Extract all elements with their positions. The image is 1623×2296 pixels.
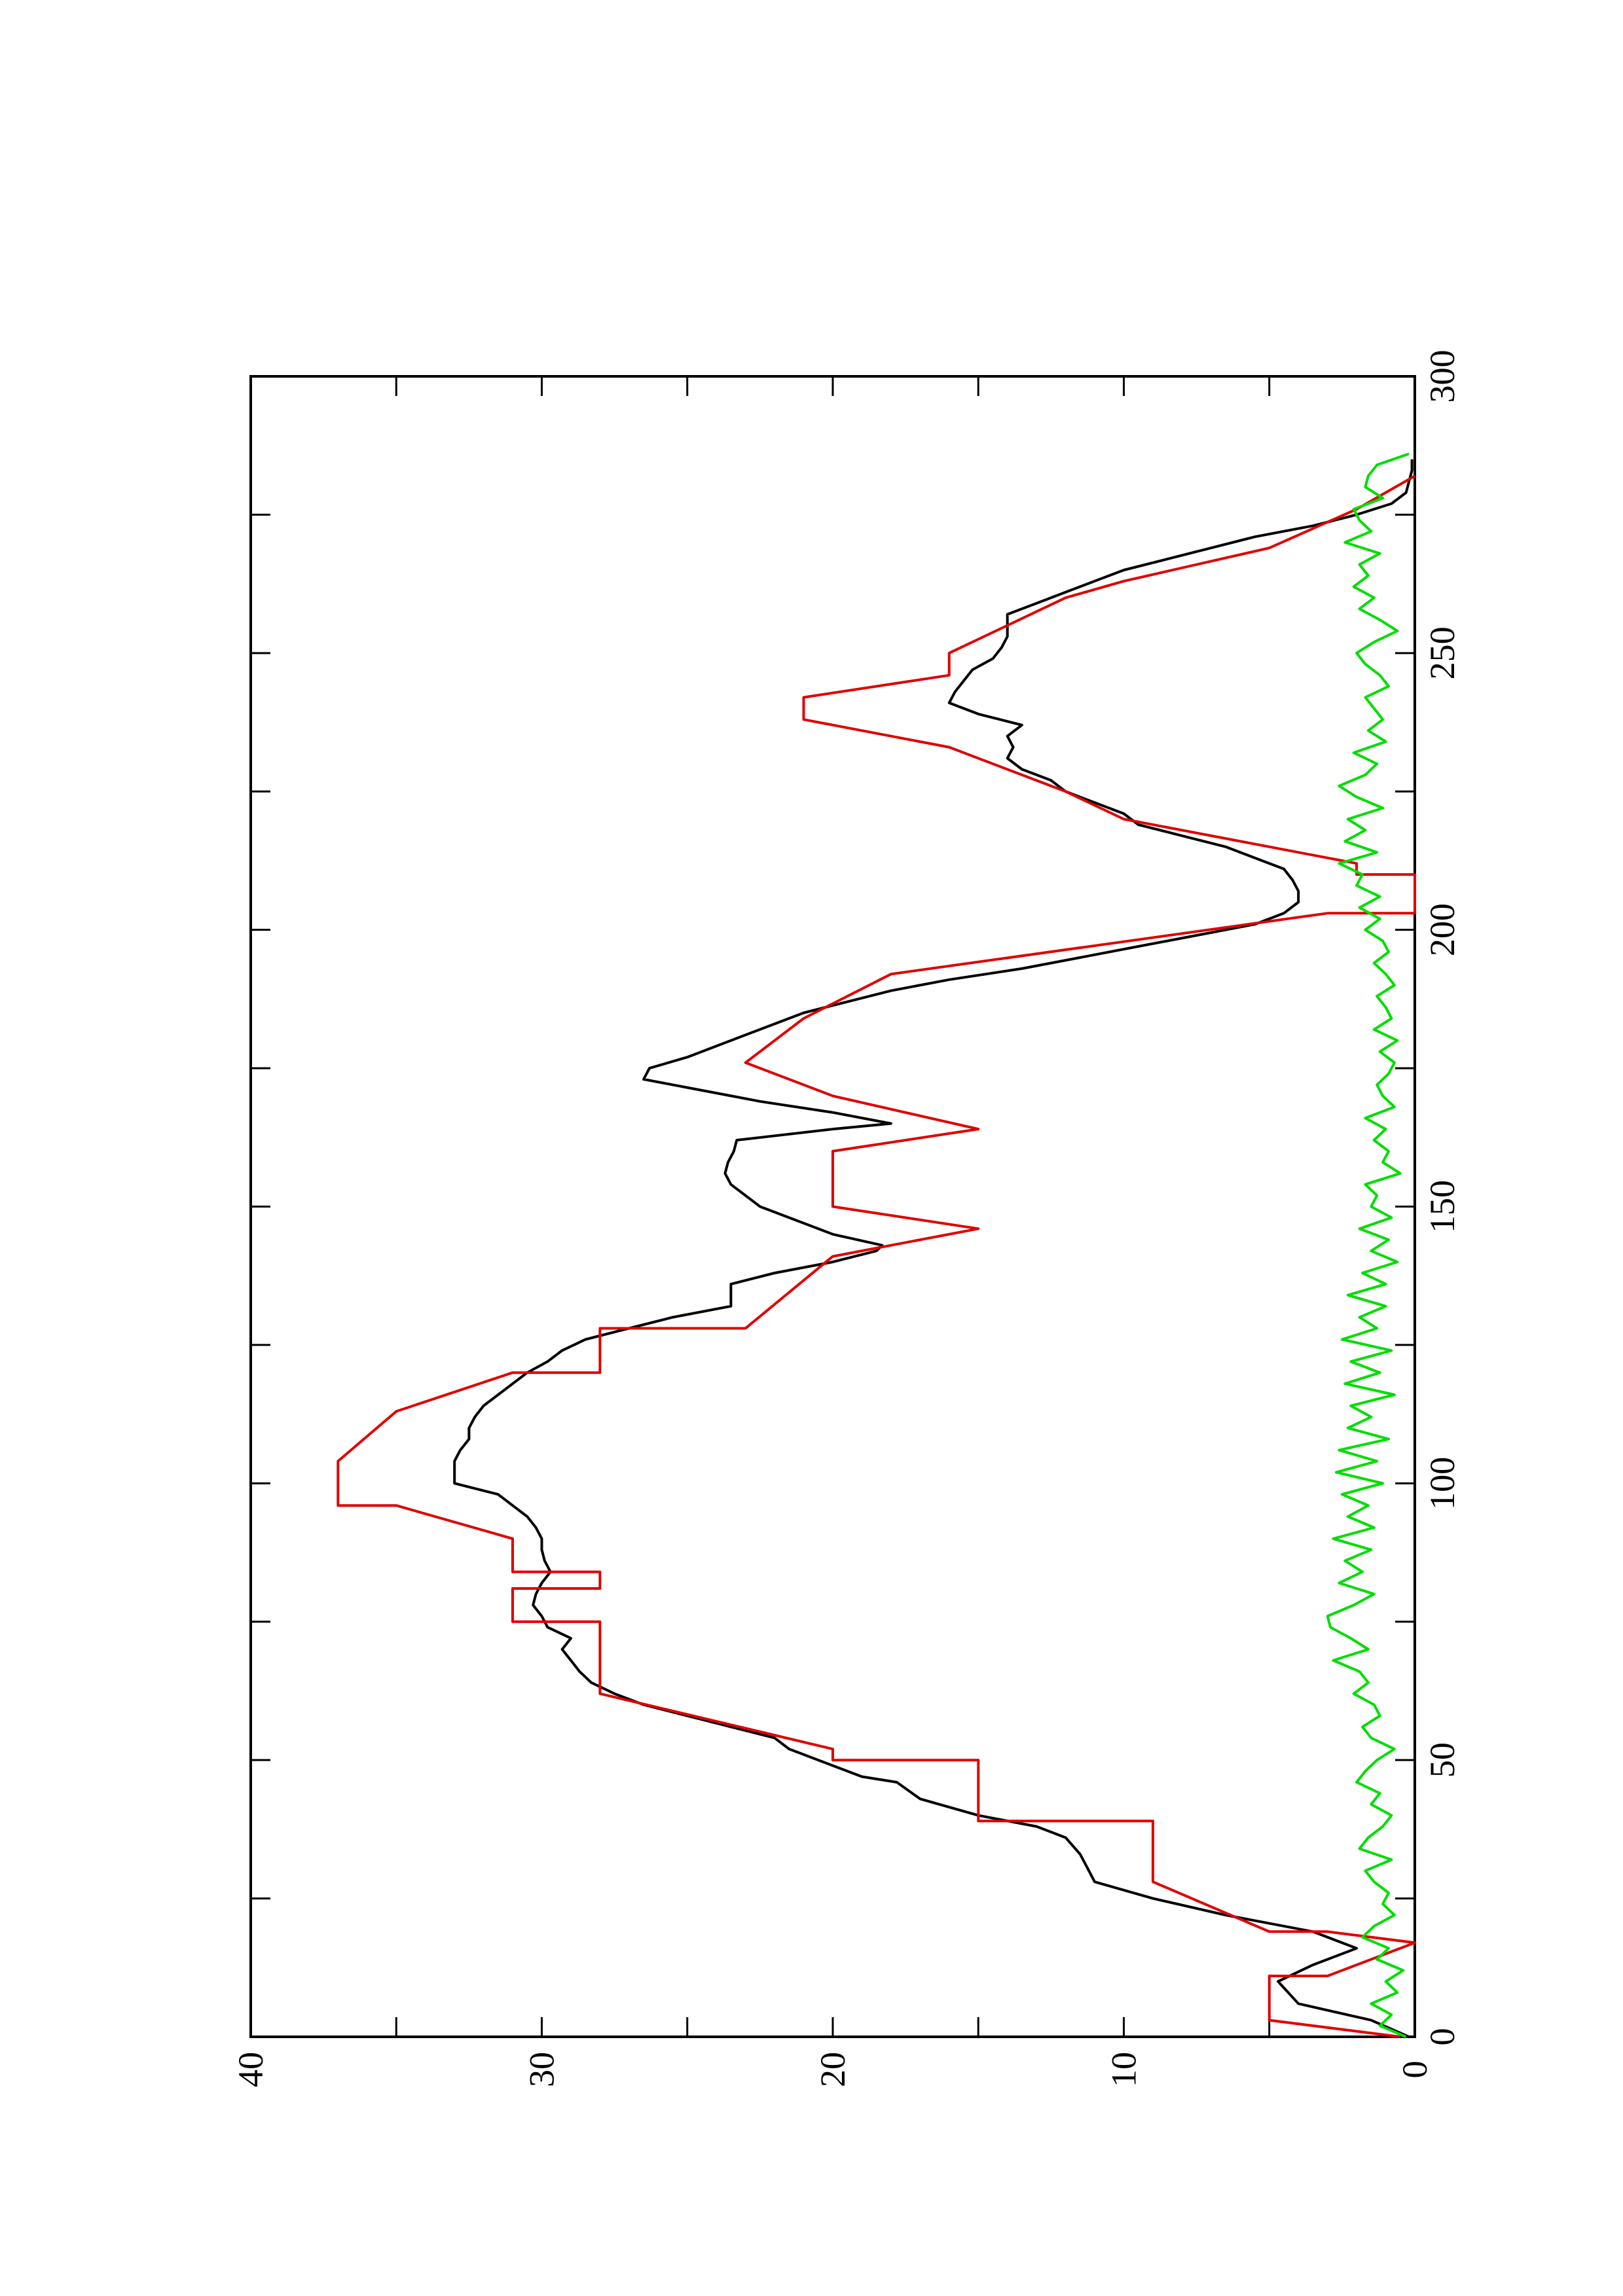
series-line-3 — [1326, 452, 1410, 2038]
x-tick-label: 50 — [1423, 1742, 1462, 1778]
tick-labels: 0 50 100 150 200 250 300 0 10 20 30 40 — [231, 350, 1462, 2088]
series-line-1 — [453, 459, 1413, 2038]
x-tick-label: 100 — [1423, 1457, 1462, 1510]
y-tick-label: 10 — [1104, 2052, 1144, 2087]
y-tick-label: 30 — [522, 2052, 562, 2087]
y-tick-label: 40 — [231, 2052, 270, 2087]
x-tick-label: 150 — [1423, 1180, 1462, 1233]
y-tick-label: 20 — [813, 2052, 852, 2087]
x-tick-label: 0 — [1423, 2028, 1462, 2046]
x-tick-label: 250 — [1423, 626, 1462, 679]
series-group — [337, 452, 1416, 2038]
series-line-2 — [337, 475, 1416, 2038]
x-tick-label: 300 — [1423, 350, 1462, 403]
tick-marks — [251, 376, 1415, 2037]
x-tick-label: 200 — [1423, 903, 1462, 956]
y-tick-label: 0 — [1395, 2061, 1434, 2079]
